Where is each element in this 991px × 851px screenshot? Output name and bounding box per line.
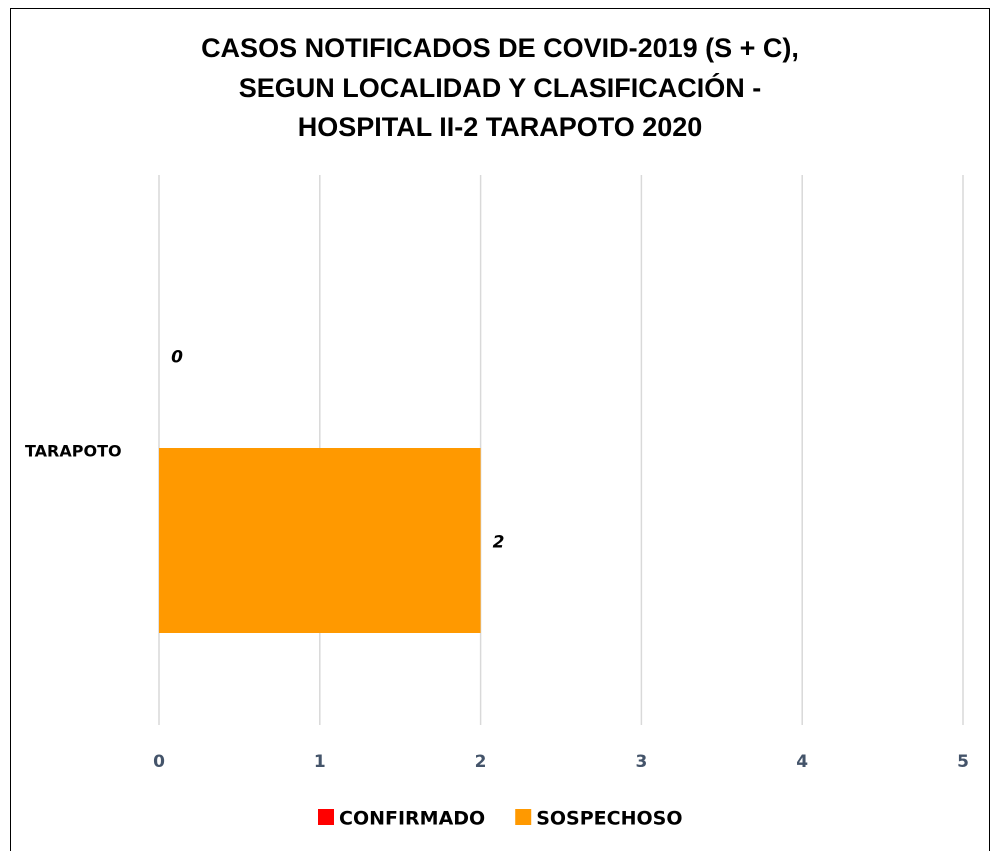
x-tick-label: 3 bbox=[635, 752, 647, 772]
legend-label: SOSPECHOSO bbox=[536, 808, 682, 830]
value-label: 0 bbox=[171, 348, 183, 368]
chart-title: SEGUN LOCALIDAD Y CLASIFICACIÓN - bbox=[239, 72, 762, 103]
value-label: 2 bbox=[493, 533, 505, 553]
chart-title: HOSPITAL II-2 TARAPOTO 2020 bbox=[298, 112, 703, 142]
y-tick-label: TARAPOTO bbox=[25, 442, 122, 461]
chart-title: CASOS NOTIFICADOS DE COVID-2019 (S + C), bbox=[201, 33, 799, 63]
bar bbox=[159, 448, 481, 633]
x-tick-label: 1 bbox=[314, 752, 326, 772]
chart-frame bbox=[10, 8, 990, 851]
x-tick-label: 2 bbox=[475, 752, 487, 772]
legend-swatch bbox=[515, 809, 532, 825]
x-tick-label: 5 bbox=[957, 752, 969, 772]
x-tick-label: 0 bbox=[153, 752, 165, 772]
legend-label: CONFIRMADO bbox=[339, 808, 485, 830]
x-tick-label: 4 bbox=[796, 752, 808, 772]
legend-swatch bbox=[318, 809, 334, 825]
